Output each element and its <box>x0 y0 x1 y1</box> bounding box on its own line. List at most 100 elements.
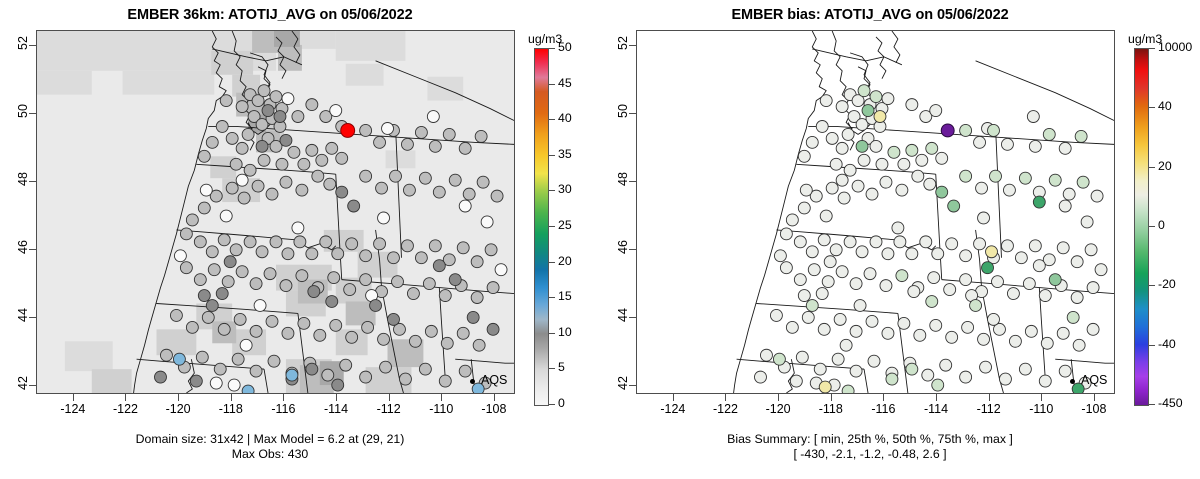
x-tick-mark <box>178 394 180 401</box>
colorbar-tick-label: 25 <box>558 218 572 232</box>
colorbar-tick-mark <box>1149 166 1155 168</box>
x-tick-mark <box>830 394 832 401</box>
y-tick-mark <box>629 113 636 115</box>
x-tick-mark <box>883 394 885 401</box>
y-tick-mark <box>629 45 636 47</box>
colorbar-tick-mark <box>549 261 555 263</box>
x-tick-label: -110 <box>429 402 454 416</box>
x-tick-label: -114 <box>323 402 349 416</box>
x-tick-label: -110 <box>1029 402 1054 416</box>
x-tick-label: -112 <box>376 402 401 416</box>
colorbar-tick-mark <box>1149 48 1155 49</box>
colorbar-tick-label: -20 <box>1158 277 1176 292</box>
y-tick-mark <box>29 385 36 387</box>
x-tick-label: -118 <box>818 402 843 416</box>
x-tick-label: -122 <box>112 402 138 416</box>
x-tick-mark <box>672 394 674 401</box>
x-tick-mark <box>936 394 938 401</box>
colorbar-tick-label: 50 <box>558 40 572 54</box>
colorbar-tick-label: 0 <box>558 396 565 410</box>
caption-line1-model: Domain size: 31x42 | Max Model = 6.2 at … <box>135 432 405 446</box>
map-plot-model[interactable] <box>36 30 515 394</box>
colorbar-tick-mark <box>1149 344 1155 346</box>
colorbar-tick-mark <box>1149 226 1155 227</box>
colorbar-gradient-model <box>534 48 549 406</box>
colorbar-tick-mark <box>549 332 555 334</box>
x-tick-label: -108 <box>1081 402 1107 416</box>
colorbar-tick-label: 10000 <box>1158 40 1193 54</box>
x-tick-mark <box>388 394 390 401</box>
x-tick-mark <box>283 394 285 401</box>
colorbar-tick-label: 5 <box>558 360 565 375</box>
colorbar-tick-label: 30 <box>558 182 572 197</box>
x-tick-label: -124 <box>660 402 686 416</box>
map-boundaries-model <box>133 31 514 393</box>
colorbar-tick-mark <box>549 83 555 85</box>
x-tick-mark <box>72 394 74 401</box>
x-tick-label: -114 <box>923 402 949 416</box>
x-tick-label: -120 <box>165 402 191 416</box>
colorbar-tick-mark <box>549 119 555 121</box>
caption-line1-bias: Bias Summary: [ min, 25th %, 50th %, 75t… <box>727 432 1013 446</box>
colorbar-tick-label: 20 <box>1158 158 1172 173</box>
y-tick-mark <box>629 181 636 183</box>
y-tick-label: 52 <box>616 36 631 51</box>
colorbar-tick-mark <box>1149 404 1155 405</box>
colorbar-tick-label: 15 <box>558 289 572 304</box>
panel-title-bias: EMBER bias: ATOTIJ_AVG on 05/06/2022 <box>731 7 1009 23</box>
panel-title-model: EMBER 36km: ATOTIJ_AVG on 05/06/2022 <box>127 7 413 23</box>
colorbar-tick-label: 0 <box>1158 218 1165 232</box>
x-tick-mark <box>125 394 127 401</box>
x-tick-label: -108 <box>481 402 507 416</box>
colorbar-tick-mark <box>549 297 555 299</box>
x-tick-mark <box>336 394 338 401</box>
colorbar-tick-label: 20 <box>558 253 572 268</box>
y-tick-label: 50 <box>616 104 631 119</box>
y-tick-label: 42 <box>16 376 31 391</box>
x-tick-label: -124 <box>60 402 86 416</box>
map-plot-bias[interactable] <box>636 30 1115 394</box>
y-tick-label: 42 <box>616 376 631 391</box>
x-tick-label: -118 <box>218 402 243 416</box>
colorbar-tick-mark <box>1149 107 1155 109</box>
caption-line2-bias: [ -430, -2.1, -1.2, -0.48, 2.6 ] <box>793 447 947 461</box>
x-tick-label: -122 <box>712 402 738 416</box>
x-tick-mark <box>988 394 990 401</box>
colorbar-gradient-bias <box>1134 48 1149 406</box>
aqs-legend-dot-model <box>470 379 475 384</box>
x-tick-label: -116 <box>271 402 296 416</box>
colorbar-tick-label: 10 <box>558 324 572 339</box>
y-tick-mark <box>29 317 36 319</box>
colorbar-tick-mark <box>549 368 555 370</box>
y-tick-label: 46 <box>16 240 31 255</box>
y-tick-mark <box>629 317 636 319</box>
aqs-legend-label-bias: AQS <box>1081 373 1108 387</box>
obs-points-model[interactable] <box>37 31 514 393</box>
colorbar-tick-label: 35 <box>558 146 572 161</box>
x-tick-mark <box>493 394 495 401</box>
y-tick-label: 48 <box>616 172 631 187</box>
x-tick-mark <box>1093 394 1095 401</box>
y-tick-label: 44 <box>616 308 631 323</box>
map-canvas-model <box>37 31 514 393</box>
y-tick-label: 46 <box>616 240 631 255</box>
x-tick-mark <box>230 394 232 401</box>
colorbar-tick-mark <box>549 190 555 192</box>
y-tick-label: 44 <box>16 308 31 323</box>
colorbar-tick-mark <box>549 48 555 49</box>
x-tick-mark <box>1041 394 1043 401</box>
aqs-legend-label-model: AQS <box>481 373 508 387</box>
colorbar-tick-mark <box>549 404 555 405</box>
y-tick-mark <box>29 113 36 115</box>
y-tick-mark <box>29 249 36 251</box>
y-tick-label: 50 <box>16 104 31 119</box>
colorbar-tick-label: -450 <box>1158 396 1183 410</box>
map-boundaries-bias <box>733 31 1114 393</box>
map-canvas-bias <box>637 31 1114 393</box>
caption-line2-model: Max Obs: 430 <box>231 447 309 461</box>
colorbar-tick-label: 40 <box>558 111 572 126</box>
x-tick-mark <box>778 394 780 401</box>
x-tick-mark <box>725 394 727 401</box>
obs-points-bias[interactable] <box>637 31 1114 393</box>
